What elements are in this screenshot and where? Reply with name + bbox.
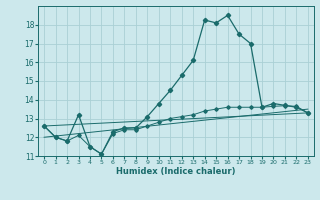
X-axis label: Humidex (Indice chaleur): Humidex (Indice chaleur) bbox=[116, 167, 236, 176]
